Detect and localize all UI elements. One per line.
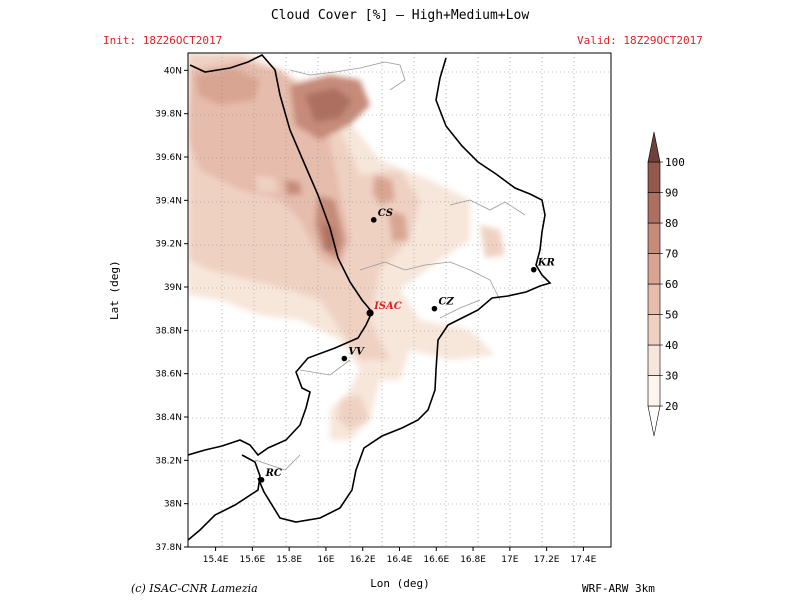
y-tick-label: 39.6N <box>155 153 182 163</box>
colorbar-segment <box>647 314 661 346</box>
y-tick-label: 39N <box>164 283 182 293</box>
colorbar-arrow-high <box>647 131 661 163</box>
credit-text: (c) ISAC-CNR Lamezia <box>131 582 258 595</box>
colorbar-label: 30 <box>665 370 678 383</box>
x-tick-label: 15.6E <box>240 555 266 565</box>
city-dot <box>530 266 537 273</box>
y-tick-label: 40N <box>164 66 182 76</box>
city-markers: CS KR ISAC CZ VV RC <box>258 208 555 483</box>
colorbar-label: 40 <box>665 339 678 352</box>
city-label: ISAC <box>373 301 402 312</box>
colorbar-segment <box>647 222 661 254</box>
y-tick-label: 38.4N <box>155 413 182 423</box>
colorbar-segment <box>647 344 661 376</box>
x-axis-label: Lon (deg) <box>370 577 430 590</box>
city-dot <box>370 217 377 223</box>
x-tick-label: 16.6E <box>423 555 449 565</box>
x-tick-label: 16.8E <box>460 555 486 565</box>
colorbar-segment <box>647 192 661 224</box>
city-label: KR <box>537 258 555 269</box>
city-label: CZ <box>438 297 454 308</box>
region-borders <box>254 61 526 471</box>
y-tick-label: 38.6N <box>155 370 182 380</box>
colorbar-segment <box>647 253 661 285</box>
colorbar-segment <box>647 161 661 193</box>
city-label: CS <box>378 208 393 219</box>
city-dot <box>431 305 438 312</box>
colorbar-label: 70 <box>665 248 678 261</box>
colorbar-label: 90 <box>665 187 678 200</box>
colorbar-label: 100 <box>665 156 685 169</box>
x-tick-label: 17.4E <box>571 555 597 565</box>
colorbar: 20 30 40 50 60 70 80 90 100 <box>647 131 685 437</box>
x-tick-label: 15.4E <box>203 555 229 565</box>
x-tick-label: 16.2E <box>350 555 376 565</box>
city-dot <box>366 309 374 317</box>
x-tick-label: 16E <box>317 555 334 565</box>
map-title: Cloud Cover [%] — High+Medium+Low <box>270 8 530 23</box>
city-label: RC <box>265 468 282 479</box>
colorbar-label: 50 <box>665 309 678 322</box>
colorbar-segment <box>647 283 661 315</box>
city-label: VV <box>348 347 365 358</box>
x-tick-label: 17E <box>501 555 518 565</box>
y-tick-label: 38.2N <box>155 456 182 466</box>
coastline <box>188 54 552 541</box>
y-axis-label: Lat (deg) <box>108 260 121 320</box>
cloud-cover-field <box>188 53 505 440</box>
valid-time: Valid: 18Z29OCT2017 <box>577 34 703 47</box>
model-name: WRF-ARW 3km <box>582 582 655 595</box>
y-tick-label: 39.8N <box>155 110 182 120</box>
y-axis-ticks: 40N 39.8N 39.6N 39.4N 39.2N 39N 38.8N 38.6N 38.4… <box>155 66 188 553</box>
y-tick-label: 38N <box>164 500 182 510</box>
x-axis-ticks: 15.4E 15.6E 15.8E 16E 16.2E 16.4E 16.6E 16.8E 17… <box>203 547 597 565</box>
x-tick-label: 17.2E <box>534 555 560 565</box>
y-tick-label: 39.4N <box>155 196 182 206</box>
y-tick-label: 38.8N <box>155 326 182 336</box>
x-tick-label: 15.8E <box>276 555 302 565</box>
city-dot <box>341 355 348 362</box>
init-time: Init: 18Z26OCT2017 <box>103 34 223 47</box>
colorbar-segment <box>647 375 661 407</box>
y-tick-label: 37.8N <box>155 543 182 553</box>
colorbar-label: 80 <box>665 217 678 230</box>
x-tick-label: 16.4E <box>387 555 413 565</box>
city-dot <box>258 477 265 483</box>
y-tick-label: 39.2N <box>155 240 182 250</box>
colorbar-label: 20 <box>665 400 678 413</box>
colorbar-arrow-low <box>647 405 661 437</box>
colorbar-label: 60 <box>665 278 678 291</box>
